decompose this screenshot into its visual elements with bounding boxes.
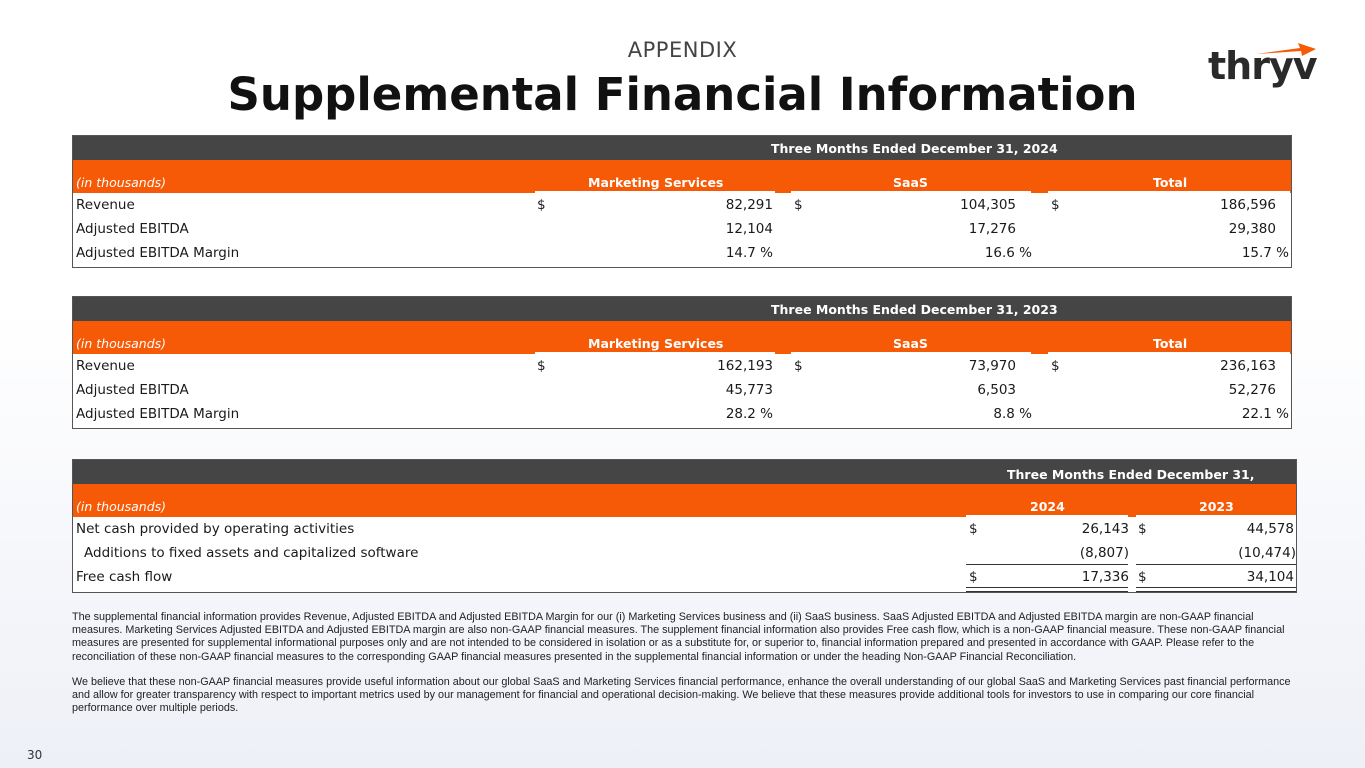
currency-symbol: $ [1051, 358, 1060, 374]
table-row: Adjusted EBITDA 45,773 6,503 52,276 [73, 378, 1291, 402]
row-label: Adjusted EBITDA [76, 221, 189, 237]
table-header: Three Months Ended December 31, [73, 460, 1296, 484]
column-header-row: (in thousands) Marketing Services SaaS T… [73, 160, 1291, 193]
segment-table-2024: Three Months Ended December 31, 2024 (in… [72, 135, 1292, 268]
currency-symbol: $ [969, 569, 978, 585]
cell-value: (8,807) [1079, 545, 1129, 561]
column-header: 2023 [1199, 499, 1234, 514]
cell-value: 16.6 % [984, 245, 1032, 261]
column-header: SaaS [893, 175, 928, 190]
currency-symbol: $ [794, 358, 803, 374]
column-header-row: (in thousands) 2024 2023 [73, 484, 1296, 517]
row-label: Adjusted EBITDA Margin [76, 245, 240, 261]
cell-value: 52,276 [1228, 382, 1276, 398]
currency-symbol: $ [1138, 521, 1147, 537]
unit-label: (in thousands) [76, 175, 167, 190]
column-header-row: (in thousands) Marketing Services SaaS T… [73, 321, 1291, 354]
table-row: Free cash flow $ 17,336 $ 34,104 [73, 565, 1296, 592]
cell-value: 236,163 [1220, 358, 1276, 374]
table-row: Adjusted EBITDA Margin 28.2 % 8.8 % 22.1… [73, 402, 1291, 426]
footnote-paragraph: We believe that these non-GAAP financial… [72, 675, 1291, 715]
footnotes: The supplemental financial information p… [72, 611, 1297, 727]
row-label: Adjusted EBITDA Margin [76, 406, 240, 422]
row-label: Free cash flow [76, 569, 173, 585]
free-cash-flow-table: Three Months Ended December 31, (in thou… [72, 459, 1297, 593]
column-header: SaaS [893, 336, 928, 351]
currency-symbol: $ [1138, 569, 1147, 585]
cell-value: 34,104 [1246, 569, 1294, 585]
currency-symbol: $ [537, 197, 546, 213]
cell-value: 82,291 [725, 197, 773, 213]
cell-value: 28.2 % [725, 406, 773, 422]
table-row: Revenue $ 82,291 $ 104,305 $ 186,596 [73, 193, 1291, 217]
table-row: Adjusted EBITDA 12,104 17,276 29,380 [73, 217, 1291, 241]
currency-symbol: $ [794, 197, 803, 213]
column-header: Total [1153, 336, 1188, 351]
cell-value: 8.8 % [993, 406, 1032, 422]
column-header: Marketing Services [588, 336, 724, 351]
footnote-paragraph: The supplemental financial information p… [72, 611, 1285, 663]
cell-value: 17,276 [968, 221, 1016, 237]
unit-label: (in thousands) [76, 499, 167, 514]
cell-value: 15.7 % [1241, 245, 1289, 261]
cell-value: 44,578 [1246, 521, 1294, 537]
row-label: Net cash provided by operating activitie… [76, 521, 355, 537]
period-label: Three Months Ended December 31, 2023 [771, 302, 1058, 317]
cell-value: 29,380 [1228, 221, 1276, 237]
cell-value: 104,305 [960, 197, 1016, 213]
currency-symbol: $ [537, 358, 546, 374]
cell-value: 17,336 [1081, 569, 1129, 585]
cell-value: 73,970 [968, 358, 1016, 374]
row-label: Adjusted EBITDA [76, 382, 189, 398]
table-row: Revenue $ 162,193 $ 73,970 $ 236,163 [73, 354, 1291, 378]
cell-value: 26,143 [1081, 521, 1129, 537]
row-label: Additions to fixed assets and capitalize… [84, 545, 419, 561]
cell-value: 22.1 % [1241, 406, 1289, 422]
column-header: Marketing Services [588, 175, 724, 190]
column-header: Total [1153, 175, 1188, 190]
table-row: Additions to fixed assets and capitalize… [73, 541, 1296, 565]
row-label: Revenue [76, 197, 135, 213]
cell-value: (10,474) [1238, 545, 1296, 561]
cell-value: 6,503 [977, 382, 1016, 398]
row-label: Revenue [76, 358, 135, 374]
unit-label: (in thousands) [76, 336, 167, 351]
currency-symbol: $ [969, 521, 978, 537]
table-header: Three Months Ended December 31, 2023 [73, 297, 1291, 321]
cell-value: 14.7 % [725, 245, 773, 261]
cell-value: 186,596 [1220, 197, 1276, 213]
page-title: Supplemental Financial Information [227, 68, 1138, 121]
period-label: Three Months Ended December 31, 2024 [771, 141, 1058, 156]
eyebrow: APPENDIX [627, 38, 738, 62]
period-label: Three Months Ended December 31, [1007, 467, 1255, 482]
cell-value: 162,193 [717, 358, 773, 374]
logo-arrow-icon [1256, 43, 1316, 56]
cell-value: 45,773 [725, 382, 773, 398]
currency-symbol: $ [1051, 197, 1060, 213]
table-header: Three Months Ended December 31, 2024 [73, 136, 1291, 160]
column-header: 2024 [1030, 499, 1065, 514]
logo-text: thryv [1208, 44, 1317, 88]
segment-table-2023: Three Months Ended December 31, 2023 (in… [72, 296, 1292, 429]
cell-value: 12,104 [725, 221, 773, 237]
table-row: Adjusted EBITDA Margin 14.7 % 16.6 % 15.… [73, 241, 1291, 265]
table-row: Net cash provided by operating activitie… [73, 517, 1296, 541]
page-number: 30 [27, 748, 43, 762]
thryv-logo: thryv [1208, 40, 1318, 90]
